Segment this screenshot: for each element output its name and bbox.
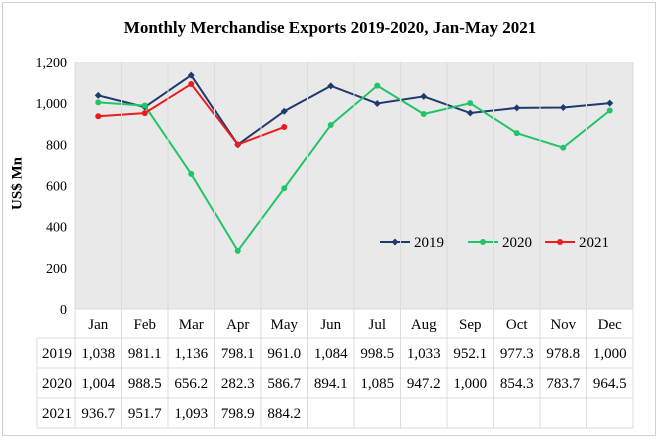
y-tick-label: 800 xyxy=(46,138,67,153)
table-cell: 894.1 xyxy=(314,376,348,392)
data-point-2020 xyxy=(141,102,148,109)
data-point-2021 xyxy=(95,113,102,120)
data-point-2019 xyxy=(466,109,474,117)
table-cell: 282.3 xyxy=(221,376,255,392)
table-cell: 998.5 xyxy=(360,346,394,362)
chart-title: Monthly Merchandise Exports 2019-2020, J… xyxy=(123,18,537,37)
data-point-2020 xyxy=(95,99,102,106)
data-point-2021 xyxy=(141,110,148,117)
x-tick-label: Aug xyxy=(411,317,437,333)
table-cell: 783.7 xyxy=(546,376,580,392)
legend-label-2021: 2021 xyxy=(579,235,609,251)
table-cell: 798.9 xyxy=(221,406,255,422)
data-point-2019 xyxy=(513,104,521,112)
table-cell: 977.3 xyxy=(500,346,534,362)
table-cell: 978.8 xyxy=(546,346,580,362)
data-point-2019 xyxy=(606,99,614,107)
table-cell: 1,000 xyxy=(593,346,627,362)
y-tick-label: 200 xyxy=(46,262,67,277)
table-cell: 951.7 xyxy=(128,406,162,422)
data-point-2020 xyxy=(560,144,567,151)
legend-marker-2020 xyxy=(480,239,486,245)
legend-label-2020: 2020 xyxy=(502,235,532,251)
data-point-2020 xyxy=(606,107,613,114)
data-point-2019 xyxy=(280,107,288,115)
table-cell: 988.5 xyxy=(128,376,162,392)
table-row-header: 2021 xyxy=(42,406,72,422)
y-tick-label: 400 xyxy=(46,221,67,236)
table-cell: 854.3 xyxy=(500,376,534,392)
table-cell: 1,000 xyxy=(453,376,487,392)
legend-marker-2019 xyxy=(391,238,399,246)
x-tick-label: Dec xyxy=(598,317,622,333)
y-tick-label: 1,200 xyxy=(36,56,68,71)
x-tick-label: May xyxy=(271,317,299,333)
legend-label-2019: 2019 xyxy=(414,235,444,251)
data-point-2019 xyxy=(187,71,195,79)
x-tick-label: Jul xyxy=(368,317,386,333)
x-tick-label: Oct xyxy=(506,317,528,333)
table-cell: 1,038 xyxy=(81,346,115,362)
data-point-2020 xyxy=(374,82,381,89)
table-cell: 952.1 xyxy=(453,346,487,362)
x-tick-label: Mar xyxy=(179,317,204,333)
data-point-2020 xyxy=(513,130,520,137)
data-point-2019 xyxy=(94,91,102,99)
data-point-2020 xyxy=(420,111,427,118)
x-tick-label: Feb xyxy=(134,317,157,333)
table-cell: 1,093 xyxy=(174,406,208,422)
x-tick-label: Nov xyxy=(550,317,576,333)
data-point-2021 xyxy=(188,81,195,88)
data-point-2019 xyxy=(420,92,428,100)
table-cell: 884.2 xyxy=(267,406,301,422)
table-cell: 798.1 xyxy=(221,346,255,362)
table-cell: 656.2 xyxy=(174,376,208,392)
table-cell: 981.1 xyxy=(128,346,162,362)
data-point-2020 xyxy=(234,247,241,254)
y-tick-label: 0 xyxy=(60,303,67,318)
data-point-2020 xyxy=(188,170,195,177)
table-row-header: 2020 xyxy=(42,376,72,392)
x-tick-label: Apr xyxy=(226,317,249,333)
table-cell: 1,033 xyxy=(407,346,441,362)
x-tick-label: Jan xyxy=(88,317,108,333)
y-tick-label: 600 xyxy=(46,180,67,195)
data-point-2019 xyxy=(327,82,335,90)
data-point-2021 xyxy=(234,141,241,148)
data-point-2021 xyxy=(281,124,288,131)
table-cell: 947.2 xyxy=(407,376,441,392)
data-point-2020 xyxy=(327,121,334,128)
table-cell: 1,084 xyxy=(314,346,348,362)
table-cell: 936.7 xyxy=(81,406,115,422)
table-row-header: 2019 xyxy=(42,346,72,362)
data-point-2020 xyxy=(467,100,474,107)
x-tick-label: Jun xyxy=(320,317,341,333)
table-cell: 1,085 xyxy=(360,376,394,392)
data-point-2020 xyxy=(281,185,288,192)
table-cell: 1,004 xyxy=(81,376,115,392)
table-cell: 586.7 xyxy=(267,376,301,392)
data-point-2019 xyxy=(373,99,381,107)
table-cell: 1,136 xyxy=(174,346,208,362)
table-cell: 964.5 xyxy=(593,376,627,392)
legend-marker-2021 xyxy=(557,239,563,245)
x-tick-label: Sep xyxy=(459,317,482,333)
chart-frame xyxy=(2,2,656,436)
y-tick-label: 1,000 xyxy=(36,97,68,112)
data-point-2019 xyxy=(559,104,567,112)
table-cell: 961.0 xyxy=(267,346,301,362)
